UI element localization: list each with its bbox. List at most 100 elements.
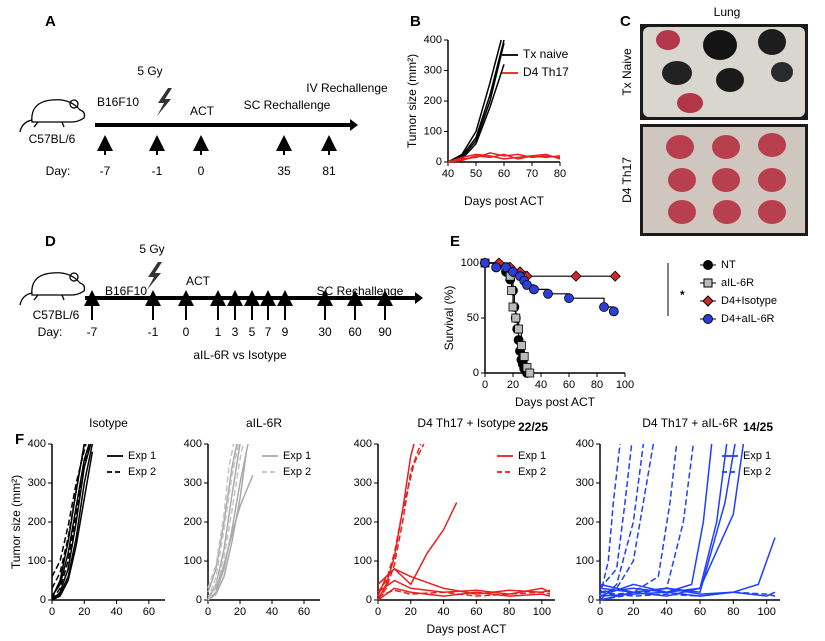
y-tick-label: 0 bbox=[366, 594, 372, 606]
panel-letter: E bbox=[450, 233, 460, 250]
y-axis-label: Tumor size (mm²) bbox=[9, 475, 23, 569]
chart: B 0 100 200 300 400 40 50 60 70 80 Tumor size (mm²)… bbox=[405, 13, 569, 208]
chart: E 0 50 100 0 20 40 60 80 100 Survival (%) Days post… bbox=[442, 233, 777, 409]
x-tick-label: 40 bbox=[266, 606, 278, 618]
x-tick-label: 60 bbox=[498, 168, 510, 180]
legend-label: D4 Th17 bbox=[523, 65, 569, 79]
day: 5 bbox=[249, 325, 256, 339]
marker bbox=[525, 368, 535, 378]
event-label: 5 Gy bbox=[139, 242, 164, 256]
y-tick-label: 200 bbox=[28, 516, 46, 528]
marker bbox=[543, 288, 553, 299]
day: 35 bbox=[277, 164, 291, 178]
y-tick-label: 0 bbox=[588, 594, 594, 606]
chart-title: D4 Th17 + aIL-6R bbox=[642, 416, 738, 430]
curve bbox=[599, 583, 776, 597]
day: 30 bbox=[318, 325, 332, 339]
legend-label: Exp 2 bbox=[128, 466, 156, 478]
curve bbox=[599, 591, 776, 597]
y-tick-label: 0 bbox=[473, 367, 479, 379]
legend-label: Tx naive bbox=[523, 47, 569, 61]
curve bbox=[51, 451, 94, 601]
strain: C57BL/6 bbox=[29, 132, 76, 146]
chart: D4 Th17 + Isotype 0 100 200 300 400 0 20 40 60 80 1… bbox=[354, 416, 555, 636]
timeline-d: -7 -1 0 1 3 5 7 9 30 60 90 B16F10 5 Gy ACT SC Rechalle… bbox=[84, 242, 404, 339]
mouse-icon bbox=[19, 99, 86, 133]
y-tick-label: 300 bbox=[354, 477, 372, 489]
y-tick-label: 100 bbox=[184, 555, 202, 567]
x-tick-label: 100 bbox=[533, 606, 551, 618]
event-label: B16F10 bbox=[105, 284, 147, 298]
x-tick-label: 70 bbox=[526, 168, 538, 180]
marker bbox=[507, 286, 517, 295]
y-tick-label: 300 bbox=[424, 64, 442, 76]
y-tick-label: 200 bbox=[354, 516, 372, 528]
treatment-label: aIL-6R vs Isotype bbox=[193, 348, 287, 362]
marker bbox=[599, 302, 609, 312]
x-tick-label: 0 bbox=[49, 606, 55, 618]
y-tick-label: 400 bbox=[28, 438, 46, 450]
day: -7 bbox=[87, 325, 98, 339]
legend-label: aIL-6R bbox=[721, 277, 754, 289]
legend-label: Exp 1 bbox=[283, 450, 311, 462]
curve bbox=[599, 443, 695, 601]
row-label: Tx Naive bbox=[620, 48, 634, 96]
x-axis-label: Days post ACT bbox=[515, 395, 596, 409]
annotation: * bbox=[680, 288, 685, 302]
x-tick-label: 20 bbox=[234, 606, 246, 618]
x-tick-label: 50 bbox=[470, 168, 482, 180]
legend-label: Exp 1 bbox=[518, 450, 546, 462]
curve bbox=[51, 443, 92, 601]
curve bbox=[377, 443, 422, 601]
x-tick-label: 0 bbox=[482, 379, 488, 391]
annotation: 14/25 bbox=[743, 420, 773, 434]
x-tick-label: 60 bbox=[470, 606, 482, 618]
x-tick-label: 80 bbox=[554, 168, 566, 180]
y-tick-label: 400 bbox=[576, 438, 594, 450]
y-tick-label: 50 bbox=[467, 312, 479, 324]
legend-label: Exp 2 bbox=[283, 466, 311, 478]
x-tick-label: 80 bbox=[727, 606, 739, 618]
y-tick-label: 100 bbox=[576, 555, 594, 567]
x-tick-label: 0 bbox=[205, 606, 211, 618]
day: 1 bbox=[215, 325, 222, 339]
curve bbox=[447, 39, 505, 163]
y-tick-label: 300 bbox=[576, 477, 594, 489]
row-label: D4 Th17 bbox=[620, 157, 634, 203]
legend-label: NT bbox=[721, 259, 736, 271]
image-title: Lung bbox=[714, 5, 741, 19]
x-tick-label: 20 bbox=[627, 606, 639, 618]
curve bbox=[377, 502, 458, 597]
marker bbox=[491, 262, 502, 273]
x-tick-label: 100 bbox=[757, 606, 775, 618]
day: 81 bbox=[322, 164, 336, 178]
x-tick-label: 40 bbox=[110, 606, 122, 618]
chart: aIL-6R 0 100 200 300 400 0 20 40 60 Exp 1 Exp 2 bbox=[184, 416, 320, 618]
marker bbox=[501, 262, 511, 273]
mouse-icon bbox=[19, 272, 86, 306]
x-tick-label: 60 bbox=[694, 606, 706, 618]
x-tick-label: 0 bbox=[375, 606, 381, 618]
legend-label: D4+Isotype bbox=[721, 295, 777, 307]
marker bbox=[511, 313, 521, 323]
curve bbox=[377, 589, 551, 597]
y-tick-label: 300 bbox=[184, 477, 202, 489]
marker bbox=[522, 280, 532, 290]
x-tick-label: 20 bbox=[405, 606, 417, 618]
x-tick-label: 20 bbox=[78, 606, 90, 618]
x-tick-label: 40 bbox=[661, 606, 673, 618]
timeline-arrowhead bbox=[350, 119, 358, 131]
event-label: ACT bbox=[190, 104, 215, 118]
radiation-icon bbox=[157, 88, 172, 116]
curve bbox=[51, 443, 87, 577]
plot-lines bbox=[207, 443, 254, 601]
day: 7 bbox=[265, 325, 272, 339]
event-label: IV Rechallenge bbox=[306, 81, 388, 95]
event-label: B16F10 bbox=[97, 95, 139, 109]
x-tick-label: 40 bbox=[535, 379, 547, 391]
panel-letter: F bbox=[15, 431, 24, 448]
curve bbox=[599, 443, 621, 597]
y-tick-label: 0 bbox=[196, 594, 202, 606]
x-tick-label: 100 bbox=[616, 379, 634, 391]
